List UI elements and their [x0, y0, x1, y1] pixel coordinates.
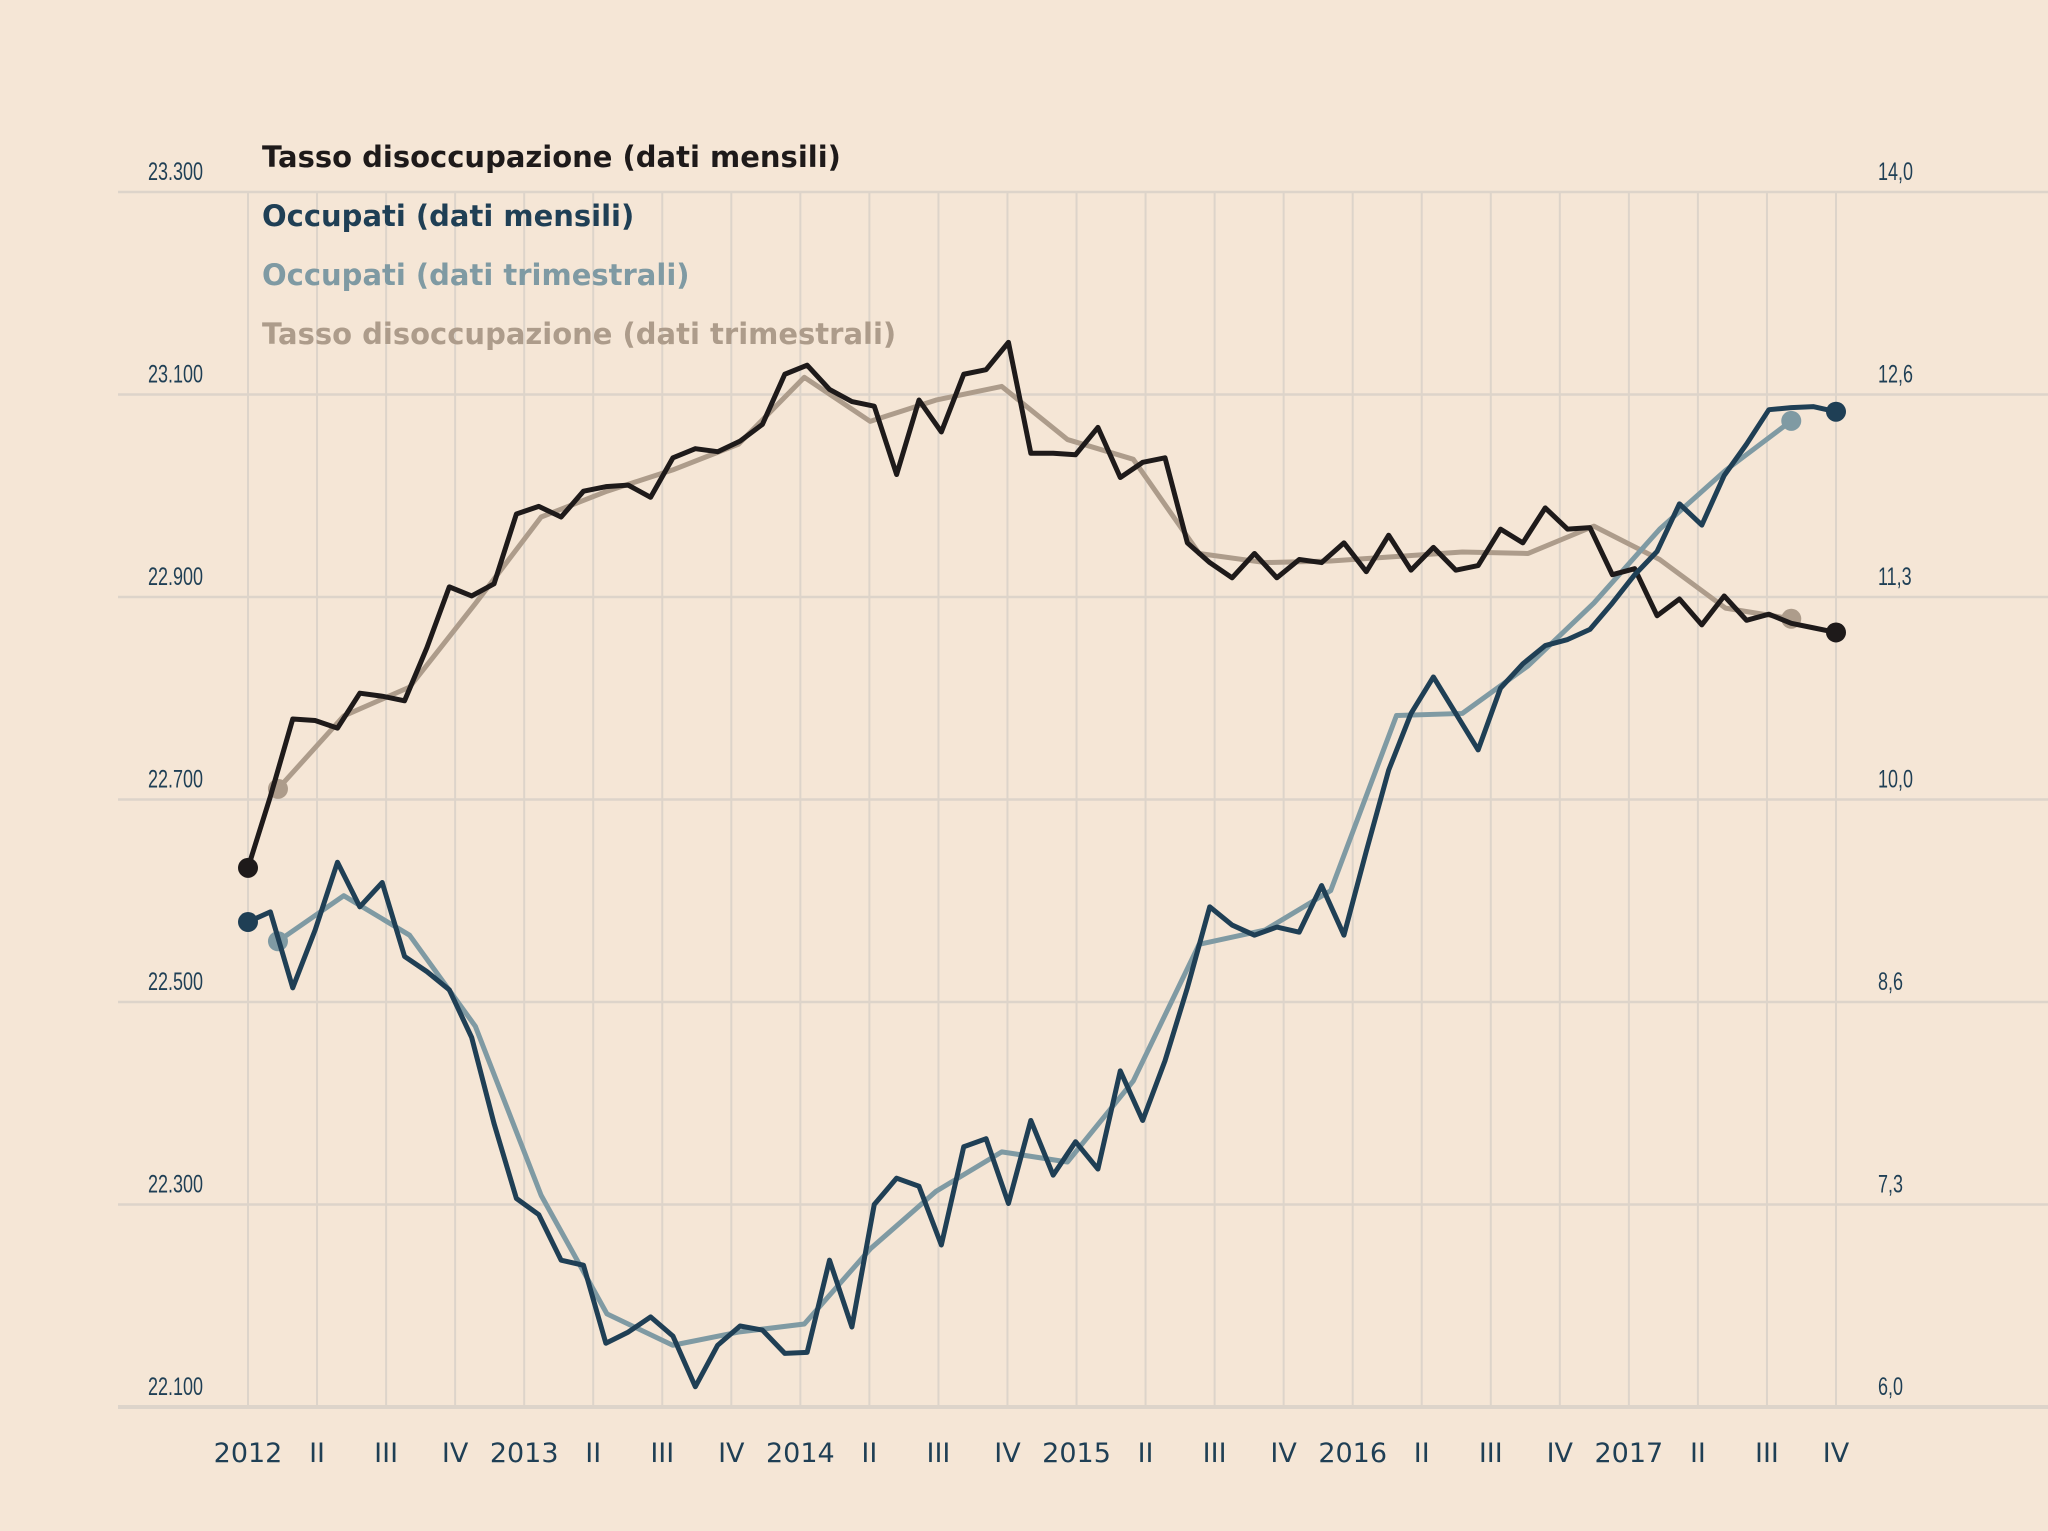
series-end-dot: [1826, 401, 1846, 422]
y-right-tick-label: 11,3: [1878, 562, 1912, 591]
y-left-tick-label: 23.100: [148, 360, 203, 389]
y-right-tick-label: 8,6: [1878, 967, 1903, 996]
x-tick-label: IV: [1270, 1438, 1297, 1469]
y-left-tick-label: 22.900: [148, 562, 203, 591]
series-line: [276, 418, 1793, 1348]
x-tick-label: III: [650, 1438, 674, 1469]
legend-employed-quarterly: Occupati (dati trimestrali): [262, 258, 690, 292]
x-tick-label: III: [1755, 1438, 1779, 1469]
y-left-tick-label: 22.100: [148, 1372, 203, 1401]
x-tick-label: II: [861, 1438, 877, 1469]
y-right-tick-label: 14,0: [1878, 157, 1913, 186]
x-tick-label: II: [1690, 1438, 1706, 1469]
series-start-dot: [238, 912, 258, 933]
y-right-tick-label: 7,3: [1878, 1170, 1903, 1199]
series-start-dot: [238, 857, 258, 878]
legend-unemployment-monthly: Tasso disoccupazione (dati mensili): [262, 140, 841, 174]
x-tick-label: IV: [1823, 1438, 1850, 1469]
legend-employed-monthly: Occupati (dati mensili): [262, 199, 635, 233]
x-tick-label: 2014: [766, 1438, 835, 1469]
x-tick-label: II: [1138, 1438, 1154, 1469]
series-end-dot: [1826, 622, 1846, 643]
y-left-tick-label: 22.700: [148, 765, 203, 794]
y-right-tick-label: 6,0: [1878, 1372, 1903, 1401]
x-tick-label: IV: [718, 1438, 745, 1469]
y-right-tick-label: 12,6: [1878, 360, 1913, 389]
x-tick-label: IV: [442, 1438, 469, 1469]
series-end-dot: [1781, 410, 1802, 431]
x-tick-label: III: [926, 1438, 950, 1469]
x-tick-label: III: [1203, 1438, 1227, 1469]
y-left-tick-label: 23.300: [148, 157, 203, 186]
x-tick-label: II: [309, 1438, 325, 1469]
x-tick-label: IV: [1547, 1438, 1574, 1469]
x-tick-label: II: [585, 1438, 601, 1469]
y-left-tick-label: 22.500: [148, 967, 203, 996]
y-right-tick-label: 10,0: [1878, 765, 1913, 794]
x-tick-label: III: [374, 1438, 398, 1469]
x-tick-label: 2017: [1595, 1438, 1664, 1469]
x-tick-label: 2016: [1318, 1438, 1387, 1469]
legend-unemployment-quarterly: Tasso disoccupazione (dati trimestrali): [262, 317, 897, 351]
series-line: [276, 374, 1792, 791]
x-tick-label: 2015: [1042, 1438, 1111, 1469]
x-tick-label: 2013: [490, 1438, 559, 1469]
x-tick-label: II: [1414, 1438, 1430, 1469]
series-line: [245, 339, 1837, 869]
x-tick-label: 2012: [214, 1438, 283, 1469]
series-line: [246, 404, 1837, 1390]
x-tick-label: IV: [994, 1438, 1021, 1469]
y-left-tick-label: 22.300: [148, 1170, 203, 1199]
x-tick-label: III: [1479, 1438, 1503, 1469]
